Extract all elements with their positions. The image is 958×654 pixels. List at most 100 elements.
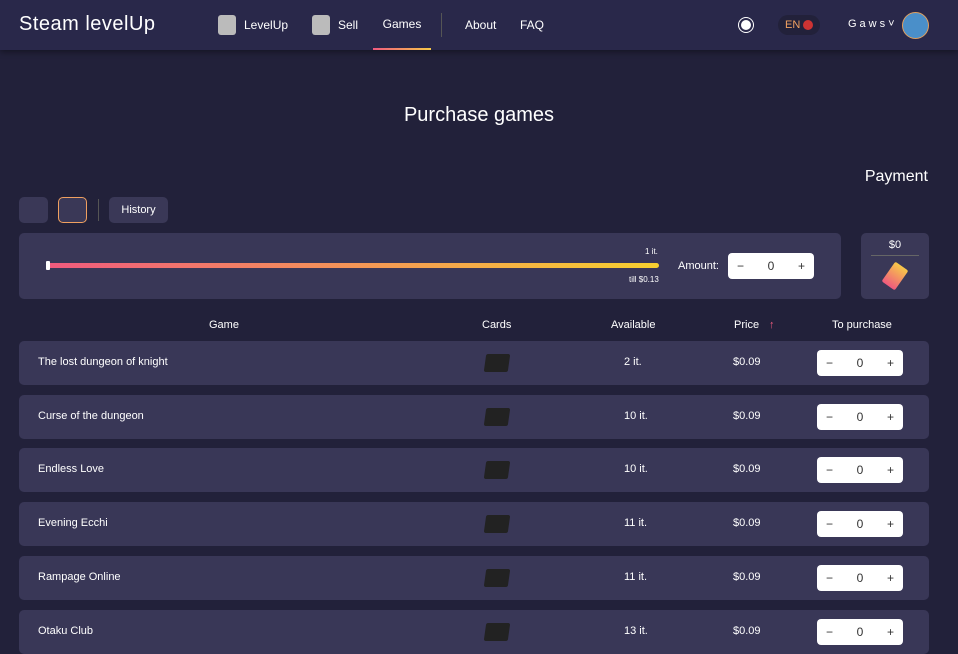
amount-stepper[interactable]: − 0 +	[728, 253, 814, 279]
level-badge-icon	[218, 15, 236, 35]
price: $0.09	[733, 356, 761, 368]
available: 10 it.	[624, 409, 648, 422]
available: 11 it.	[624, 517, 648, 530]
qty-value[interactable]: 0	[856, 463, 864, 478]
minus-button[interactable]: −	[826, 463, 834, 478]
table-row: Otaku Club 13 it. $0.09 − 0 +	[19, 609, 929, 654]
plus-button[interactable]: +	[797, 259, 805, 273]
nav-label: LevelUp	[244, 18, 289, 32]
avatar[interactable]	[902, 12, 929, 39]
cards-icon	[483, 461, 511, 480]
plus-button[interactable]: +	[886, 409, 894, 424]
minus-button[interactable]: −	[737, 259, 745, 273]
amount-label: Amount:	[678, 260, 719, 272]
plus-button[interactable]: +	[886, 624, 894, 639]
available: 10 it.	[624, 463, 648, 476]
payment-box[interactable]: $0	[861, 233, 929, 299]
ticket-icon	[881, 261, 909, 291]
header-price[interactable]: Price	[734, 319, 760, 331]
theme-toggle[interactable]	[739, 18, 753, 32]
qty-value[interactable]: 0	[856, 517, 864, 532]
minus-button[interactable]: −	[826, 356, 834, 370]
nav-label: FAQ	[520, 18, 545, 32]
nav-faq[interactable]: FAQ	[520, 0, 544, 50]
game-name: Rampage Online	[38, 570, 121, 583]
uk-flag-icon	[803, 20, 814, 31]
divider	[441, 13, 442, 37]
nav-levelup[interactable]: LevelUp	[218, 0, 288, 50]
slider-till: till $0.13	[629, 275, 659, 284]
minus-button[interactable]: −	[826, 409, 834, 424]
table-row: Rampage Online 11 it. $0.09 − 0 +	[19, 555, 929, 600]
qty-value[interactable]: 0	[856, 570, 864, 585]
game-name: Otaku Club	[38, 624, 94, 637]
nav-label: Sell	[338, 18, 359, 32]
cards-icon	[483, 515, 511, 534]
sort-up-icon[interactable]: ↑	[769, 319, 775, 331]
quantity-stepper[interactable]: − 0 +	[817, 511, 903, 538]
nav-label: About	[465, 18, 497, 32]
cards-icon	[483, 407, 511, 426]
header-cards[interactable]: Cards	[482, 319, 512, 331]
header: Steam levelUp LevelUp Sell Games About F…	[0, 0, 958, 50]
table-row: Curse of the dungeon 10 it. $0.09 − 0 +	[19, 394, 929, 439]
cards-icon	[483, 568, 511, 587]
available: 13 it.	[624, 624, 648, 637]
plus-button[interactable]: +	[886, 356, 894, 370]
quantity-stepper[interactable]: − 0 +	[817, 457, 903, 484]
slider-handle[interactable]	[46, 261, 50, 270]
plus-button[interactable]: +	[886, 517, 894, 532]
game-name: Evening Ecchi	[38, 517, 108, 530]
qty-value[interactable]: 0	[856, 624, 864, 639]
game-name: Endless Love	[38, 463, 105, 476]
quantity-stepper[interactable]: − 0 +	[817, 564, 903, 591]
history-button[interactable]: History	[109, 197, 168, 223]
slider-items: 1 it.	[645, 247, 658, 256]
users-filter-button[interactable]	[58, 197, 87, 223]
quantity-stepper[interactable]: − 0 +	[817, 618, 903, 645]
quantity-stepper[interactable]: − 0 +	[817, 403, 903, 430]
table-row: Endless Love 10 it. $0.09 − 0 +	[19, 448, 929, 493]
payment-heading: Payment	[864, 168, 928, 185]
page-title: Purchase games	[403, 104, 555, 126]
payment-total: $0	[871, 239, 919, 256]
plus-button[interactable]: +	[886, 570, 894, 585]
available: 11 it.	[624, 570, 648, 583]
price: $0.09	[733, 624, 761, 637]
logo[interactable]: Steam levelUp	[19, 13, 156, 35]
header-available[interactable]: Available	[611, 319, 656, 331]
table-row: Evening Ecchi 11 it. $0.09 − 0 +	[19, 502, 929, 547]
nav-games[interactable]: Games	[373, 0, 431, 50]
game-name: The lost dungeon of knight	[38, 356, 168, 368]
available: 2 it.	[624, 356, 642, 368]
amount-value[interactable]: 0	[767, 259, 775, 273]
amount-panel: 1 it. till $0.13 Amount: − 0 +	[19, 233, 841, 299]
card-icon	[312, 15, 330, 35]
lang-label: EN	[785, 19, 801, 31]
username: Gaws	[848, 18, 889, 30]
nav-sell[interactable]: Sell	[312, 0, 358, 50]
minus-button[interactable]: −	[826, 624, 834, 639]
divider	[98, 199, 99, 221]
price: $0.09	[733, 570, 761, 583]
qty-value[interactable]: 0	[856, 356, 864, 370]
cards-filter-button[interactable]	[19, 197, 48, 223]
header-game[interactable]: Game	[209, 319, 239, 331]
quantity-stepper[interactable]: − 0 +	[817, 350, 903, 376]
game-name: Curse of the dungeon	[38, 409, 144, 422]
language-select[interactable]: EN	[778, 15, 820, 35]
plus-button[interactable]: +	[886, 463, 894, 478]
minus-button[interactable]: −	[826, 570, 834, 585]
amount-slider[interactable]	[47, 263, 659, 268]
price: $0.09	[733, 517, 761, 530]
price: $0.09	[733, 463, 761, 476]
price: $0.09	[733, 409, 761, 422]
table-row: The lost dungeon of knight 2 it. $0.09 −…	[19, 341, 929, 385]
cards-icon	[483, 354, 511, 372]
user-menu[interactable]: Gaws˅	[848, 18, 898, 30]
minus-button[interactable]: −	[826, 517, 834, 532]
cards-icon	[483, 622, 511, 641]
nav-about[interactable]: About	[465, 0, 496, 50]
qty-value[interactable]: 0	[856, 409, 864, 424]
header-to-purchase: To purchase	[832, 319, 892, 331]
